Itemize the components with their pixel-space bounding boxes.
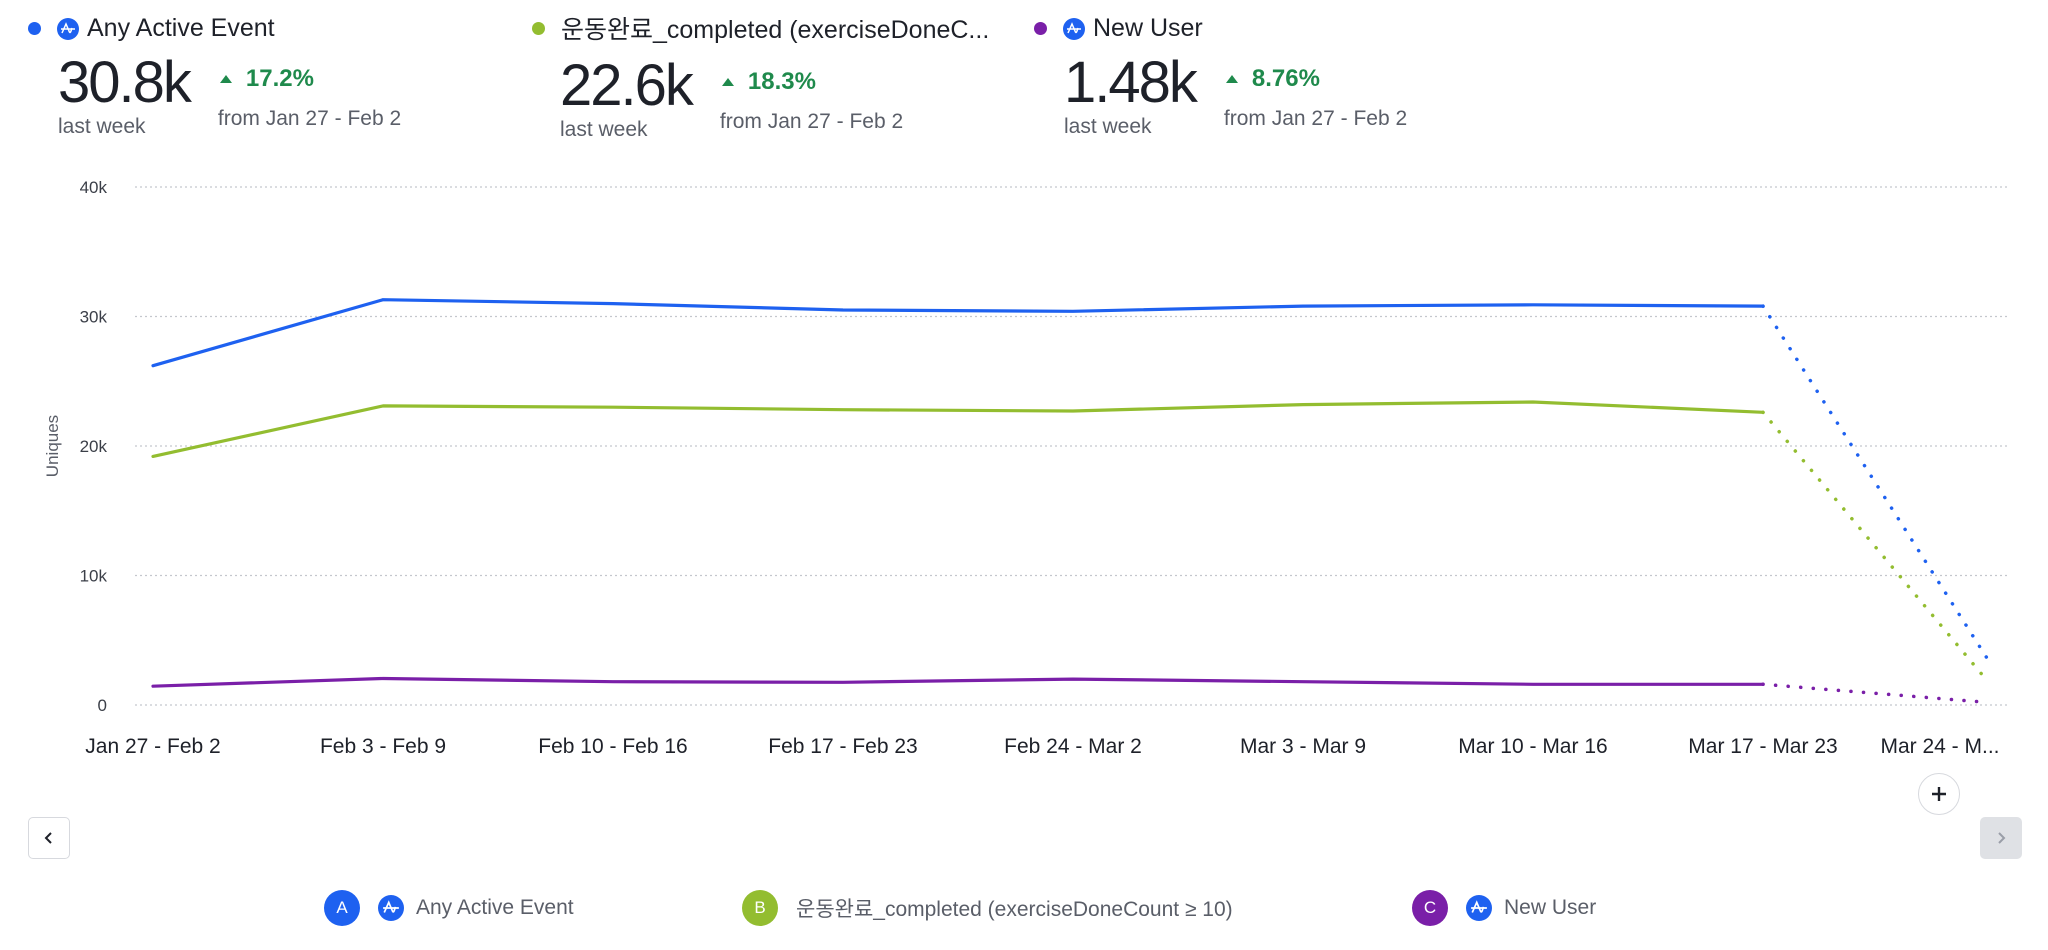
y-tick-label: 30k <box>80 308 108 327</box>
series-line-3[interactable] <box>151 676 1765 688</box>
legend-label: 운동완료_completed (exerciseDoneCount ≥ 10) <box>796 898 1233 921</box>
data-point[interactable] <box>837 304 849 316</box>
kpi-title[interactable]: 운동완료_completed (exerciseDoneC... <box>561 16 990 44</box>
chevron-right-icon <box>1998 832 2006 844</box>
kpi-compare-label: from Jan 27 - Feb 2 <box>1223 107 1408 130</box>
data-point[interactable] <box>607 401 619 413</box>
kpi-value: 1.48k <box>1064 50 1198 115</box>
trend-up-icon <box>1225 75 1238 83</box>
data-point[interactable] <box>377 672 389 684</box>
plus-icon <box>1932 787 1946 801</box>
y-tick-label: 0 <box>98 696 107 715</box>
x-axis-ticks: Jan 27 - Feb 2 Feb 3 - Feb 9 Feb 10 - Feb … <box>85 735 1999 758</box>
series-incomplete-segment-1 <box>1761 304 1990 662</box>
kpi-value: 30.8k <box>58 50 192 115</box>
kpi-value: 22.6k <box>560 53 694 118</box>
series-color-dot <box>1034 22 1047 35</box>
legend-badge: A <box>324 890 360 926</box>
legend-label: Any Active Event <box>416 896 574 919</box>
kpi-compare-label: from Jan 27 - Feb 2 <box>217 107 402 130</box>
x-tick-label: Mar 10 - Mar 16 <box>1458 735 1607 758</box>
series-color-dot <box>28 22 41 35</box>
kpi-value-label: last week <box>560 118 648 141</box>
amplitude-icon <box>1466 895 1492 921</box>
x-tick-label: Feb 10 - Feb 16 <box>538 735 687 758</box>
previous-page-button[interactable] <box>28 817 70 859</box>
x-tick-label: Mar 17 - Mar 23 <box>1688 735 1837 758</box>
data-point[interactable] <box>1527 299 1539 311</box>
x-tick-label: Feb 17 - Feb 23 <box>768 735 917 758</box>
data-point[interactable] <box>1527 678 1539 690</box>
x-tick-label: Feb 24 - Mar 2 <box>1004 735 1142 758</box>
trend-up-icon <box>721 78 734 86</box>
data-point[interactable] <box>1067 305 1079 317</box>
y-axis-ticks: 0 10k 20k 30k 40k <box>80 178 108 715</box>
series-line-2[interactable] <box>151 400 1765 458</box>
y-tick-label: 40k <box>80 178 108 197</box>
amplitude-icon <box>378 895 404 921</box>
legend-item-a[interactable]: A Any Active Event <box>324 890 574 926</box>
kpi-change: 18.3% <box>747 68 816 95</box>
series-line-1[interactable] <box>151 298 1765 368</box>
trend-up-icon <box>219 75 232 83</box>
series-incomplete-segment-3 <box>1761 682 1990 705</box>
legend-badge: C <box>1412 890 1448 926</box>
data-point[interactable] <box>607 298 619 310</box>
line-chart: 0 10k 20k 30k 40k Uniques Jan 27 - Feb 2 Feb … <box>43 178 2010 758</box>
data-point[interactable] <box>147 450 159 462</box>
y-tick-label: 20k <box>80 437 108 456</box>
x-tick-label: Feb 3 - Feb 9 <box>320 735 446 758</box>
data-point[interactable] <box>1982 654 1994 666</box>
legend-item-c[interactable]: C New User <box>1412 890 1596 926</box>
data-point[interactable] <box>837 404 849 416</box>
legend-item-b[interactable]: B 운동완료_completed (exerciseDoneCount ≥ 10… <box>742 890 1233 926</box>
y-tick-label: 10k <box>80 567 108 586</box>
x-tick-label: Mar 3 - Mar 9 <box>1240 735 1366 758</box>
data-point[interactable] <box>377 400 389 412</box>
data-point[interactable] <box>837 676 849 688</box>
kpi-compare-label: from Jan 27 - Feb 2 <box>719 110 904 133</box>
data-point[interactable] <box>377 294 389 306</box>
data-point[interactable] <box>1527 396 1539 408</box>
data-point[interactable] <box>147 680 159 692</box>
x-tick-label: Mar 24 - M... <box>1880 735 1999 758</box>
kpi-change: 8.76% <box>1251 65 1320 92</box>
legend-badge: B <box>742 890 778 926</box>
data-point[interactable] <box>1757 678 1769 690</box>
x-tick-label: Jan 27 - Feb 2 <box>85 735 220 758</box>
amplitude-icon <box>1063 17 1085 40</box>
data-point[interactable] <box>1067 673 1079 685</box>
add-annotation-button[interactable] <box>1918 773 1960 815</box>
legend-label: New User <box>1504 896 1597 919</box>
kpi-title[interactable]: New User <box>1093 14 1203 42</box>
data-point[interactable] <box>1067 405 1079 417</box>
data-point[interactable] <box>1757 300 1769 312</box>
kpi-title[interactable]: Any Active Event <box>87 14 275 42</box>
data-point[interactable] <box>1982 676 1994 688</box>
y-axis-label: Uniques <box>43 415 62 477</box>
chevron-left-icon <box>44 832 52 844</box>
kpi-value-label: last week <box>1064 115 1152 138</box>
kpi-value-label: last week <box>58 115 146 138</box>
series-color-dot <box>532 21 545 35</box>
data-point[interactable] <box>1297 676 1309 688</box>
data-point[interactable] <box>1297 300 1309 312</box>
data-point[interactable] <box>1757 406 1769 418</box>
kpi-card-a: Any Active Event 30.8k last week 17.2% f… <box>28 14 401 139</box>
amplitude-icon <box>57 17 79 40</box>
next-page-button[interactable] <box>1980 817 2022 859</box>
data-point[interactable] <box>1982 696 1994 708</box>
kpi-card-c: New User 1.48k last week 8.76% from Jan … <box>1034 14 1407 139</box>
data-point[interactable] <box>147 360 159 372</box>
gridlines <box>135 186 2010 706</box>
series-incomplete-segment-2 <box>1761 410 1990 684</box>
kpi-card-b: 운동완료_completed (exerciseDoneC... 22.6k l… <box>532 10 989 142</box>
kpi-change: 17.2% <box>245 65 314 92</box>
data-point[interactable] <box>607 676 619 688</box>
data-point[interactable] <box>1297 399 1309 411</box>
series-lines <box>147 294 1994 708</box>
